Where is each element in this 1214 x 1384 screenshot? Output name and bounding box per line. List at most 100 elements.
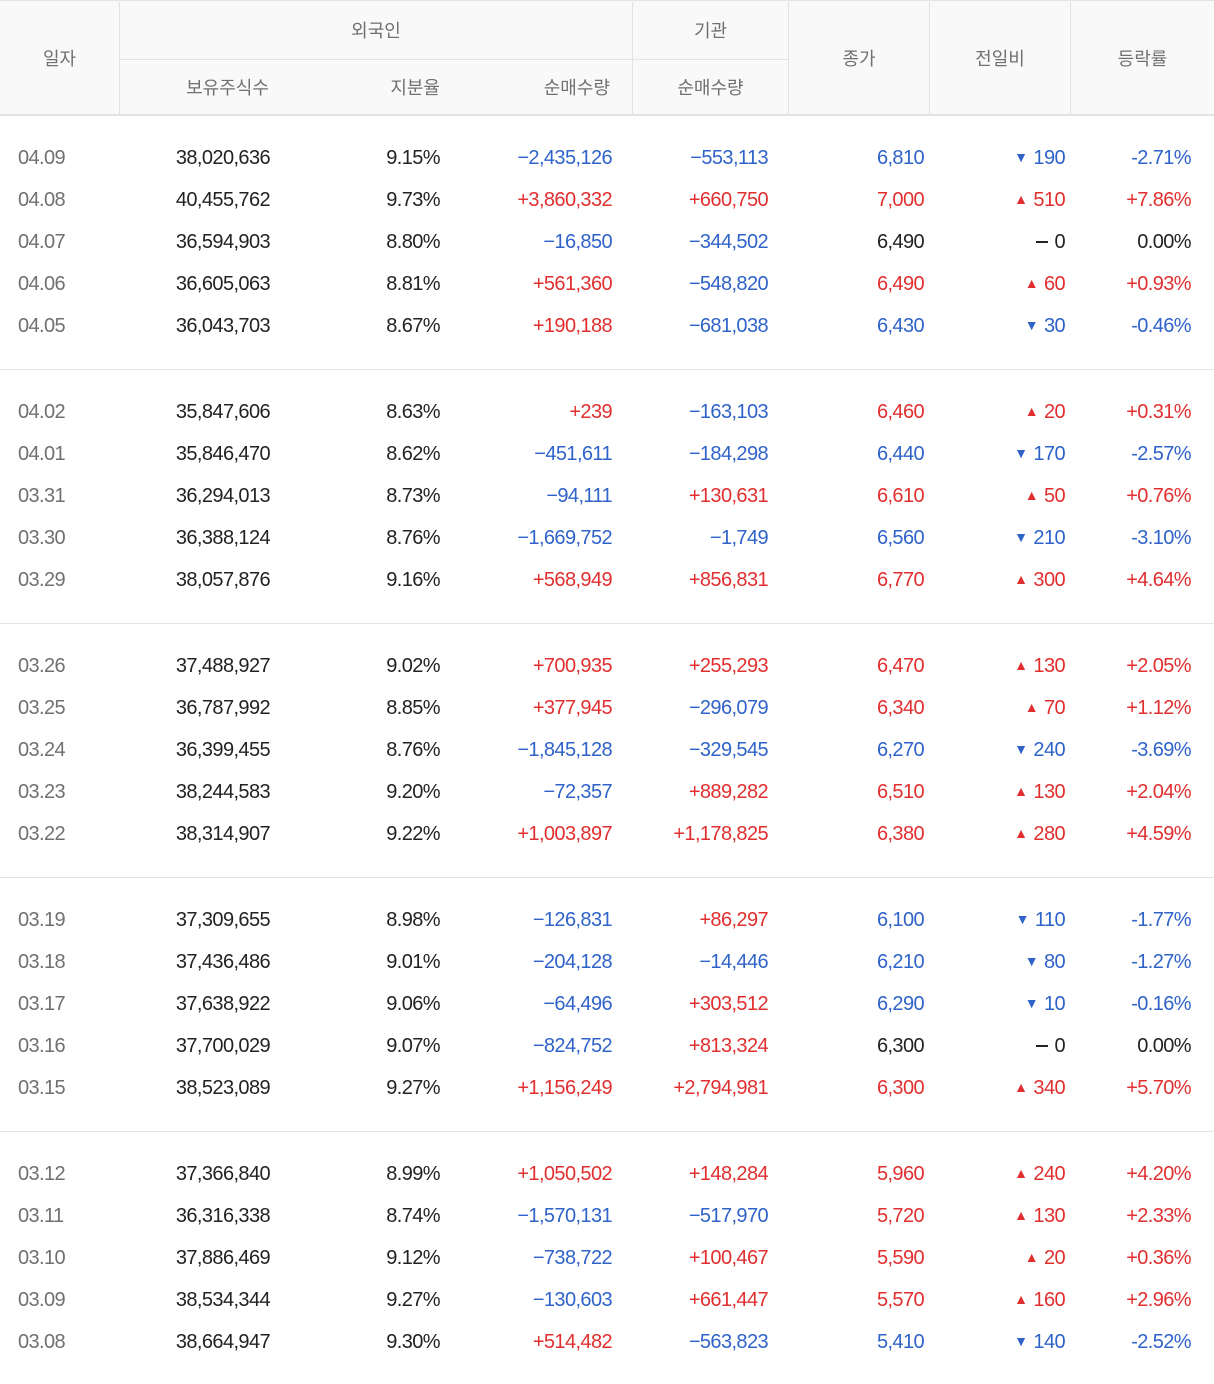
triangle-up-icon: ▲	[1024, 275, 1039, 291]
institution-net-cell: −163,103	[688, 400, 769, 423]
foreign-ratio-cell: 9.16%	[386, 568, 440, 591]
change-cell: ▲ 510	[1014, 179, 1065, 221]
week-group: 04.09 38,020,636 9.15% −2,435,126 −553,113 6,…	[0, 116, 1214, 370]
close-price-cell: 6,460	[876, 400, 925, 423]
change-rate-cell: +7.86%	[1126, 188, 1191, 211]
foreign-ratio-cell: 9.27%	[386, 1076, 440, 1099]
institution-net-cell: +2,794,981	[673, 1076, 768, 1099]
change-value: 10	[1043, 992, 1066, 1015]
date-cell: 04.01	[18, 442, 66, 465]
date-cell: 03.16	[18, 1034, 66, 1057]
foreign-ratio-cell: 9.07%	[386, 1034, 440, 1057]
foreign-ratio-cell: 9.06%	[386, 992, 440, 1015]
foreign-net-cell: +3,860,332	[517, 188, 612, 211]
change-value: 130	[1033, 1204, 1065, 1227]
foreign-ratio-cell: 9.02%	[386, 654, 440, 677]
foreign-ratio-cell: 8.98%	[386, 908, 440, 931]
table-row: 03.23 38,244,583 9.20% −72,357 +889,282 6,510…	[0, 771, 1214, 813]
foreign-net-cell: +561,360	[532, 272, 613, 295]
week-group: 03.12 37,366,840 8.99% +1,050,502 +148,284 5,…	[0, 1132, 1214, 1384]
change-rate-cell: 0.00%	[1137, 1034, 1191, 1057]
foreign-ratio-cell: 9.30%	[386, 1330, 440, 1353]
foreign-ratio-cell: 9.73%	[386, 188, 440, 211]
table-row: 04.07 36,594,903 8.80% −16,850 −344,502 6,490…	[0, 221, 1214, 263]
date-cell: 04.07	[18, 230, 66, 253]
change-cell: ▼ 190	[1014, 137, 1065, 179]
close-price-cell: 6,430	[876, 314, 925, 337]
header-divider	[788, 2, 789, 115]
foreign-net-cell: +568,949	[532, 568, 613, 591]
table-row: 04.06 36,605,063 8.81% +561,360 −548,820 6,49…	[0, 263, 1214, 305]
foreign-net-cell: +190,188	[532, 314, 613, 337]
change-cell: 0	[1036, 221, 1066, 263]
institution-net-cell: −344,502	[688, 230, 769, 253]
triangle-down-icon: ▼	[1014, 149, 1028, 165]
triangle-up-icon: ▲	[1014, 1207, 1028, 1223]
triangle-down-icon: ▼	[1014, 1333, 1028, 1349]
header-institution-net: 순매수량	[677, 78, 744, 98]
change-value: 70	[1043, 696, 1066, 719]
close-price-cell: 5,960	[876, 1162, 925, 1185]
change-rate-cell: +2.33%	[1126, 1204, 1191, 1227]
date-cell: 03.10	[18, 1246, 66, 1269]
change-value: 60	[1043, 272, 1066, 295]
header-date: 일자	[42, 49, 77, 69]
close-price-cell: 6,490	[876, 230, 925, 253]
foreign-net-cell: −126,831	[532, 908, 613, 931]
week-group: 03.19 37,309,655 8.98% −126,831 +86,297 6,100…	[0, 878, 1214, 1132]
table-row: 03.22 38,314,907 9.22% +1,003,897 +1,178,825…	[0, 813, 1214, 855]
change-value: 50	[1043, 484, 1066, 507]
triangle-up-icon: ▲	[1014, 191, 1028, 207]
table-row: 03.16 37,700,029 9.07% −824,752 +813,324 6,30…	[0, 1025, 1214, 1067]
foreign-holdings-cell: 36,399,455	[175, 738, 271, 761]
change-value: 110	[1034, 908, 1066, 931]
change-value: 20	[1043, 400, 1066, 423]
foreign-ratio-cell: 9.15%	[386, 146, 440, 169]
foreign-holdings-cell: 36,388,124	[175, 526, 271, 549]
triangle-down-icon: ▼	[1014, 445, 1028, 461]
change-cell: ▲ 280	[1014, 813, 1065, 855]
institution-net-cell: −681,038	[688, 314, 769, 337]
foreign-holdings-cell: 37,700,029	[175, 1034, 271, 1057]
change-value: 340	[1033, 1076, 1065, 1099]
header-divider	[1070, 2, 1071, 115]
header-close: 종가	[842, 49, 876, 69]
date-cell: 03.24	[18, 738, 66, 761]
institution-net-cell: +856,831	[688, 568, 769, 591]
foreign-holdings-cell: 36,605,063	[175, 272, 271, 295]
foreign-holdings-cell: 35,847,606	[175, 400, 271, 423]
foreign-ratio-cell: 8.73%	[386, 484, 440, 507]
change-rate-cell: -0.16%	[1131, 992, 1191, 1015]
change-rate-cell: -3.10%	[1131, 526, 1191, 549]
institution-net-cell: −517,970	[688, 1204, 769, 1227]
change-value: 240	[1033, 738, 1065, 761]
table-row: 03.24 36,399,455 8.76% −1,845,128 −329,545 6,…	[0, 729, 1214, 771]
table-row: 03.30 36,388,124 8.76% −1,669,752 −1,749 6,56…	[0, 517, 1214, 559]
institution-net-cell: +1,178,825	[673, 822, 768, 845]
change-value: 510	[1033, 188, 1065, 211]
triangle-up-icon: ▲	[1014, 1165, 1028, 1181]
foreign-holdings-cell: 38,534,344	[175, 1288, 271, 1311]
triangle-up-icon: ▲	[1014, 825, 1028, 841]
table-row: 03.09 38,534,344 9.27% −130,603 +661,447 5,57…	[0, 1279, 1214, 1321]
change-rate-cell: -1.77%	[1131, 908, 1191, 931]
foreign-holdings-cell: 35,846,470	[175, 442, 271, 465]
foreign-holdings-cell: 40,455,762	[175, 188, 271, 211]
table-row: 03.11 36,316,338 8.74% −1,570,131 −517,970 5,…	[0, 1195, 1214, 1237]
foreign-ratio-cell: 8.76%	[386, 526, 440, 549]
change-rate-cell: +4.64%	[1126, 568, 1191, 591]
table-row: 03.10 37,886,469 9.12% −738,722 +100,467 5,59…	[0, 1237, 1214, 1279]
change-rate-cell: +2.04%	[1126, 780, 1191, 803]
foreign-holdings-cell: 38,244,583	[175, 780, 271, 803]
change-value: 130	[1033, 780, 1065, 803]
table-row: 03.12 37,366,840 8.99% +1,050,502 +148,284 5,…	[0, 1153, 1214, 1195]
change-rate-cell: +4.59%	[1126, 822, 1191, 845]
change-value: 80	[1043, 950, 1066, 973]
foreign-holdings-cell: 37,886,469	[175, 1246, 271, 1269]
foreign-net-cell: −738,722	[532, 1246, 613, 1269]
close-price-cell: 6,300	[876, 1034, 925, 1057]
institution-net-cell: −296,079	[688, 696, 769, 719]
table-row: 03.25 36,787,992 8.85% +377,945 −296,079 6,34…	[0, 687, 1214, 729]
institution-net-cell: −329,545	[688, 738, 769, 761]
